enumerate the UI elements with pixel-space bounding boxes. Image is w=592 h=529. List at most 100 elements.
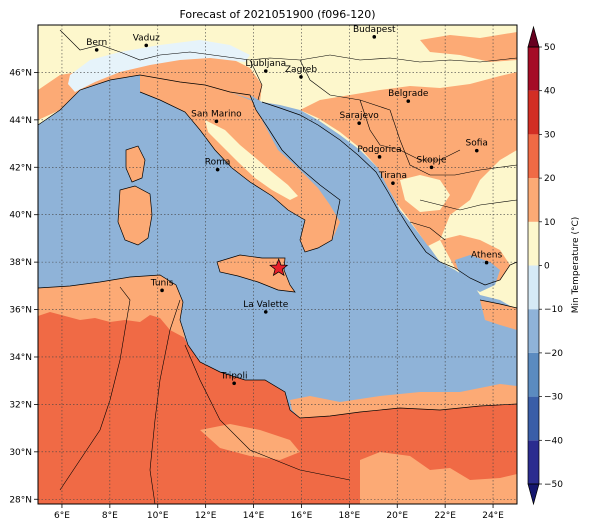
lon-tick-label-8: 22°E <box>434 511 456 521</box>
country-borders <box>59 29 517 504</box>
lat-tick-label-6: 40°N <box>9 211 32 221</box>
colorbar-tick-label-2: −30 <box>544 393 563 403</box>
lon-tick-label-9: 24°E <box>482 511 504 521</box>
colorbar: −50 −40 −30 −20 −10 0 10 20 30 40 50 <box>527 25 563 506</box>
lon-tick-label-3: 12°E <box>195 511 217 521</box>
city-label-0: Bern <box>86 38 107 48</box>
colorbar-tick-label-10: 50 <box>544 43 556 53</box>
colorbar-tick-label-0: −50 <box>544 480 563 490</box>
city-label-10: Sofia <box>466 139 488 149</box>
colorbar-segment-3 <box>528 309 539 353</box>
city-label-12: Tirana <box>378 171 407 181</box>
coastlines <box>38 74 517 419</box>
city-dot-9 <box>377 155 382 159</box>
aegean-sea <box>455 255 500 292</box>
city-dot-10 <box>474 148 479 153</box>
lat-tick-label-1: 30°N <box>9 448 32 458</box>
colorbar-tick-label-6: 10 <box>544 218 556 228</box>
colorbar-segment-5 <box>528 221 539 266</box>
colorbar-segment-1 <box>528 396 539 441</box>
city-dot-0 <box>94 48 99 52</box>
italy-apennines-cool <box>205 120 298 200</box>
lon-tick-label-4: 14°E <box>243 511 265 521</box>
sicily-land <box>217 255 295 292</box>
colorbar-segment-2 <box>528 352 539 397</box>
colorbar-segment-7 <box>528 134 539 179</box>
africa-south-mild-2 <box>200 424 300 460</box>
lat-tick-label-7: 42°N <box>9 163 32 173</box>
city-dot-1 <box>144 43 149 48</box>
city-label-5: San Marino <box>191 109 242 119</box>
sardinia-land <box>118 186 152 245</box>
balkan-cool <box>400 175 450 212</box>
colorbar-tick-label-5: 0 <box>544 262 550 272</box>
city-dot-11 <box>429 165 434 170</box>
city-label-14: Tunis <box>150 278 174 288</box>
colorbar-tick-label-7: 20 <box>544 174 556 184</box>
lat-tick-label-2: 32°N <box>9 400 32 410</box>
lat-tick-label-4: 36°N <box>9 306 32 316</box>
colorbar-tick-label-3: −20 <box>544 349 563 359</box>
city-label-15: La Valette <box>243 300 288 310</box>
colorbar-segment-9 <box>528 47 539 91</box>
city-dot-7 <box>357 121 361 125</box>
colorbar-segment-4 <box>528 265 539 310</box>
star-marker <box>269 258 289 277</box>
city-label-6: Belgrade <box>388 89 429 99</box>
star-marker-shape <box>269 258 289 277</box>
city-dot-5 <box>214 119 219 124</box>
north-warm-2 <box>300 72 517 246</box>
city-label-11: Skopje <box>417 155 447 165</box>
colorbar-segment-8 <box>528 90 539 135</box>
city-label-2: Budapest <box>353 25 396 35</box>
city-label-9: Podgorica <box>357 145 401 155</box>
lon-tick-label-1: 8°E <box>102 511 118 521</box>
map-title: Forecast of 2021051900 (f096-120) <box>179 8 376 21</box>
lon-tick-label-5: 16°E <box>291 511 313 521</box>
city-dot-16 <box>232 381 236 386</box>
lon-tick-label-7: 20°E <box>386 511 408 521</box>
city-label-3: Ljubljana <box>245 59 286 69</box>
adriatic-sea <box>250 95 426 252</box>
africa-coast-mild <box>38 275 185 338</box>
colorbar-tick-label-1: −40 <box>544 436 563 446</box>
city-label-4: Zagreb <box>285 65 317 75</box>
city-label-16: Tripoli <box>220 371 248 381</box>
lat-tick-label-3: 34°N <box>9 353 32 363</box>
city-label-13: Athens <box>471 251 502 261</box>
corsica-land <box>126 146 145 182</box>
africa-south-mild <box>360 452 517 504</box>
lon-tick-label-6: 18°E <box>339 511 361 521</box>
city-dot-3 <box>263 69 268 73</box>
colorbar-tick-label-4: −10 <box>544 305 563 315</box>
lon-tick-label-0: 6°E <box>54 511 70 521</box>
city-label-8: Roma <box>205 158 231 168</box>
city-label-1: Vaduz <box>133 33 160 43</box>
axis-ticks: 6°E 8°E 10°E 12°E 14°E 16°E 18°E 20°E 22°E 24°E 28… <box>9 68 504 521</box>
africa-coast-mild-2 <box>290 384 517 418</box>
lat-tick-label-9: 46°N <box>9 68 32 78</box>
city-dot-6 <box>406 99 411 103</box>
colorbar-label: Min Temperature (°C) <box>571 217 581 314</box>
city-dot-12 <box>391 181 395 185</box>
city-dot-15 <box>263 310 268 314</box>
colorbar-tick-label-8: 30 <box>544 130 556 140</box>
city-dot-13 <box>484 260 489 265</box>
colorbar-segment-6 <box>528 178 539 222</box>
lat-tick-label-5: 38°N <box>9 258 32 268</box>
city-dot-4 <box>299 75 303 79</box>
colorbar-tick-label-9: 40 <box>544 87 556 97</box>
city-dot-14 <box>160 288 164 293</box>
city-dot-8 <box>215 167 220 172</box>
lon-tick-label-2: 10°E <box>147 511 169 521</box>
colorbar-segment-0 <box>528 440 539 484</box>
city-label-7: Sarajevo <box>340 111 380 121</box>
map-frame <box>37 24 518 505</box>
city-dot-2 <box>372 35 377 39</box>
colorbar-under-arrow <box>527 483 540 506</box>
gridlines <box>38 25 517 504</box>
colorbar-over-arrow <box>527 25 540 48</box>
